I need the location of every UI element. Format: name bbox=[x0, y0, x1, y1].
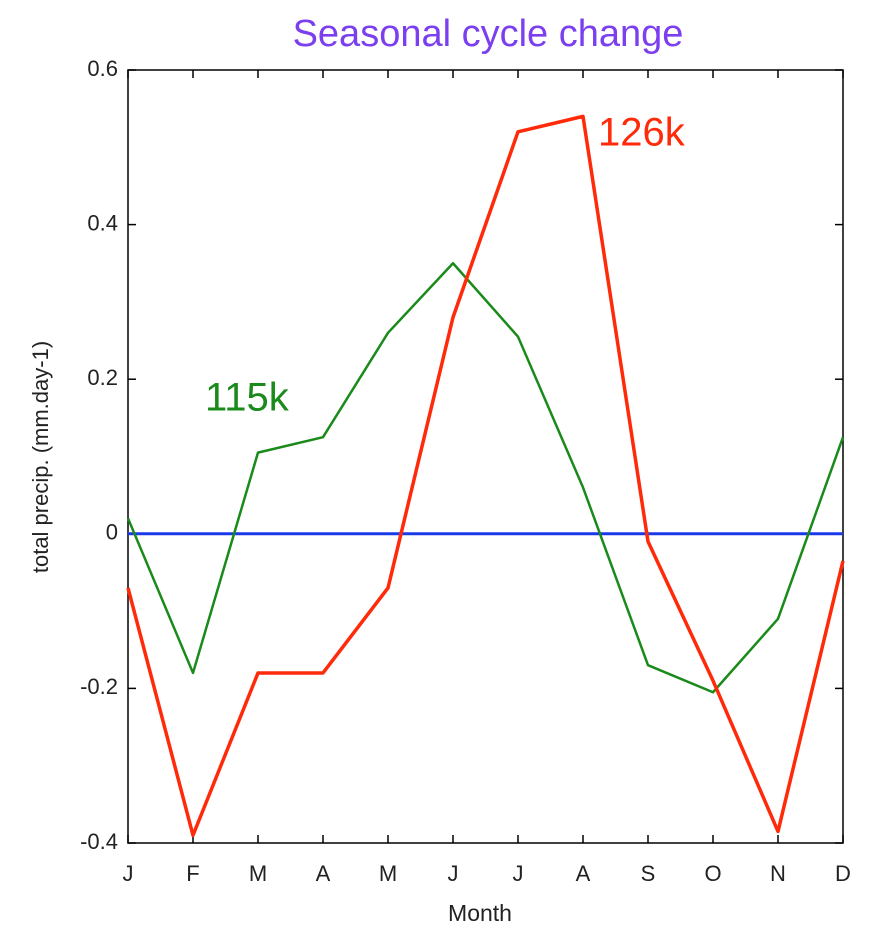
line-series bbox=[126, 114, 845, 838]
x-tick-label: M bbox=[379, 861, 397, 886]
x-tick-label: A bbox=[316, 861, 331, 886]
y-tick-label: -0.2 bbox=[80, 674, 118, 699]
chart-title: Seasonal cycle change bbox=[293, 13, 684, 55]
x-tick-label: A bbox=[576, 861, 591, 886]
x-tick-label: O bbox=[704, 861, 721, 886]
series-label: 115k bbox=[205, 376, 290, 420]
x-tick-label: J bbox=[448, 861, 459, 886]
x-tick-label: N bbox=[770, 861, 786, 886]
y-tick-label: 0.2 bbox=[87, 365, 118, 390]
y-tick-label: 0.6 bbox=[87, 56, 118, 81]
x-tick-label: M bbox=[249, 861, 267, 886]
x-tick-label: J bbox=[513, 861, 524, 886]
y-tick-label: 0 bbox=[106, 520, 118, 545]
x-tick-label: F bbox=[186, 861, 199, 886]
plot-frame bbox=[127, 69, 844, 844]
x-tick-label: J bbox=[123, 861, 134, 886]
x-tick-label: S bbox=[641, 861, 656, 886]
y-tick-label: 0.4 bbox=[87, 210, 118, 235]
y-axis-label: total precip. (mm.day-1) bbox=[28, 341, 53, 573]
series-label: 126k bbox=[598, 111, 686, 155]
line-series bbox=[126, 262, 845, 694]
x-axis-label: Month bbox=[448, 900, 512, 926]
y-tick-label: -0.4 bbox=[80, 829, 118, 854]
x-tick-label: D bbox=[835, 861, 851, 886]
